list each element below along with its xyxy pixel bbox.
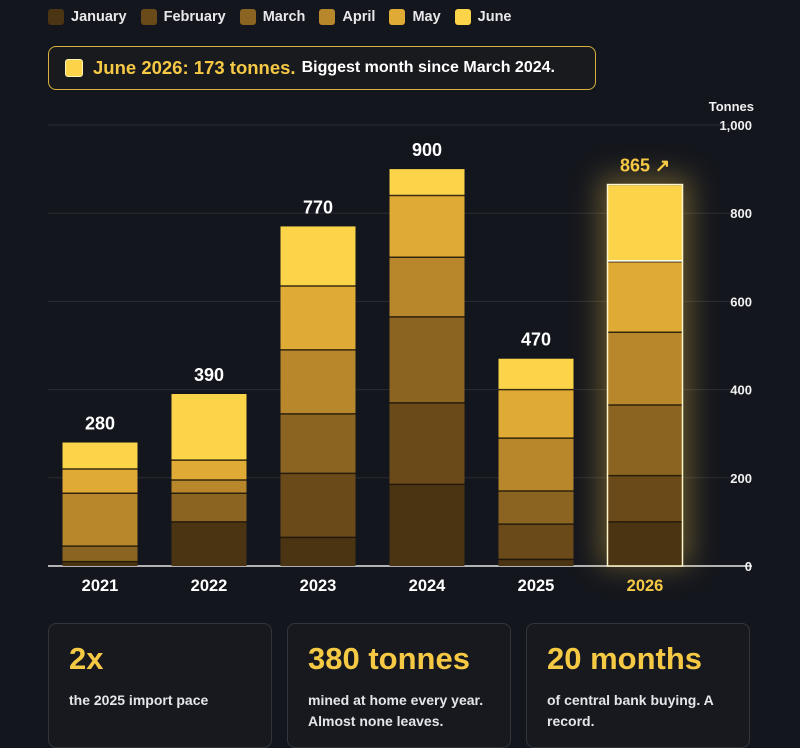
stat-description: the 2025 import pace <box>69 692 209 708</box>
legend-item-february: February <box>140 9 226 25</box>
y-axis-label: Tonnes <box>709 99 754 114</box>
legend-item-january: January <box>48 9 127 25</box>
bar-segment <box>280 285 356 350</box>
bar-segment <box>171 521 247 566</box>
legend-label: January <box>71 9 127 25</box>
stat-description: mined at home every year. Almost none le… <box>308 692 484 729</box>
bar-segment <box>498 389 574 439</box>
legend-swatch <box>239 9 256 25</box>
bar-segment <box>389 484 465 566</box>
bar-segment <box>498 438 574 492</box>
bar-segment <box>389 169 465 196</box>
bar-segment <box>498 491 574 525</box>
x-tick-label: 2023 <box>300 577 337 595</box>
legend-item-april: April <box>319 9 375 25</box>
bar-total-label: 390 <box>194 365 224 385</box>
bar-segment <box>280 473 356 538</box>
y-tick-label: 800 <box>730 206 752 221</box>
bar-segment <box>280 226 356 286</box>
highlight-outline <box>606 183 684 567</box>
y-tick-label: 200 <box>730 471 752 486</box>
bar-total-label: 770 <box>303 197 333 217</box>
bar-segment <box>171 480 247 494</box>
legend-swatch <box>48 9 64 25</box>
legend: January February March April May June <box>48 9 526 25</box>
bar-segment <box>498 358 574 390</box>
bar-total-label: 280 <box>85 414 115 434</box>
legend-label: March <box>262 9 306 25</box>
bar-segment <box>280 537 356 566</box>
stat-value: 380 tonnes <box>308 641 470 676</box>
callout-swatch <box>65 59 83 77</box>
bar-segment <box>62 468 138 494</box>
bar-segment <box>62 546 138 562</box>
stacked-bar-chart: 0 200 400 600 800 1,000 Tonnes 280 2021 390 2022 77… <box>48 99 754 595</box>
y-tick-label: 1,000 <box>719 118 752 133</box>
x-tick-label: 2025 <box>518 577 555 595</box>
x-tick-label: 2026 <box>627 577 664 595</box>
stat-card-central-bank: 20 months of central bank buying. A reco… <box>526 623 750 748</box>
bar-segment <box>498 559 574 566</box>
bar-segment <box>498 524 574 560</box>
bar-segment <box>62 493 138 547</box>
bar-segment <box>62 561 138 566</box>
bar-segment <box>607 405 683 476</box>
bar-segment <box>607 185 683 262</box>
highlight-callout: June 2026: 173 tonnes. Biggest month sin… <box>48 46 596 90</box>
bar-total-label: 865 ↗ <box>620 156 670 176</box>
legend-swatch <box>389 9 406 25</box>
bar-segment <box>389 257 465 317</box>
legend-swatch <box>319 9 336 25</box>
stat-card-import-pace: 2x the 2025 import pace <box>48 623 272 748</box>
stat-card-domestic-mining: 380 tonnes mined at home every year. Alm… <box>287 623 511 748</box>
bar-total-label: 900 <box>412 140 442 160</box>
legend-label: June <box>477 9 512 25</box>
x-tick-label: 2022 <box>191 577 228 595</box>
stat-value: 2x <box>69 641 104 676</box>
stat-description: of central bank buying. A record. <box>547 692 714 729</box>
stat-value: 20 months <box>547 641 703 676</box>
legend-item-june: June <box>454 9 512 25</box>
callout-highlight: June 2026: 173 tonnes. <box>93 57 296 78</box>
bar-total-label: 470 <box>521 330 551 350</box>
legend-item-may: May <box>389 9 441 25</box>
bar-segment <box>171 460 247 481</box>
legend-swatch <box>140 9 157 25</box>
bar-segment <box>607 261 683 333</box>
legend-label: May <box>412 9 441 25</box>
bar-segment <box>280 413 356 474</box>
callout-text: Biggest month since March 2024. <box>301 59 555 76</box>
x-tick-label: 2024 <box>409 577 447 595</box>
y-tick-label: 600 <box>730 294 752 309</box>
bar-segment <box>607 332 683 406</box>
legend-swatch <box>454 9 471 25</box>
legend-label: April <box>342 9 376 25</box>
bar-segment <box>62 442 138 469</box>
bar-segment <box>389 402 465 485</box>
bar-segment <box>280 349 356 414</box>
legend-label: February <box>163 9 226 25</box>
bar-segment <box>389 316 465 403</box>
bar-segment <box>607 521 683 566</box>
bar-segment <box>171 394 247 461</box>
bar-segment <box>389 195 465 258</box>
bar-segment <box>171 493 247 522</box>
x-tick-label: 2021 <box>82 577 119 595</box>
bar-segment <box>607 475 683 522</box>
legend-item-march: March <box>239 9 306 25</box>
y-tick-label: 400 <box>730 383 752 398</box>
y-tick-label: 0 <box>745 559 752 574</box>
